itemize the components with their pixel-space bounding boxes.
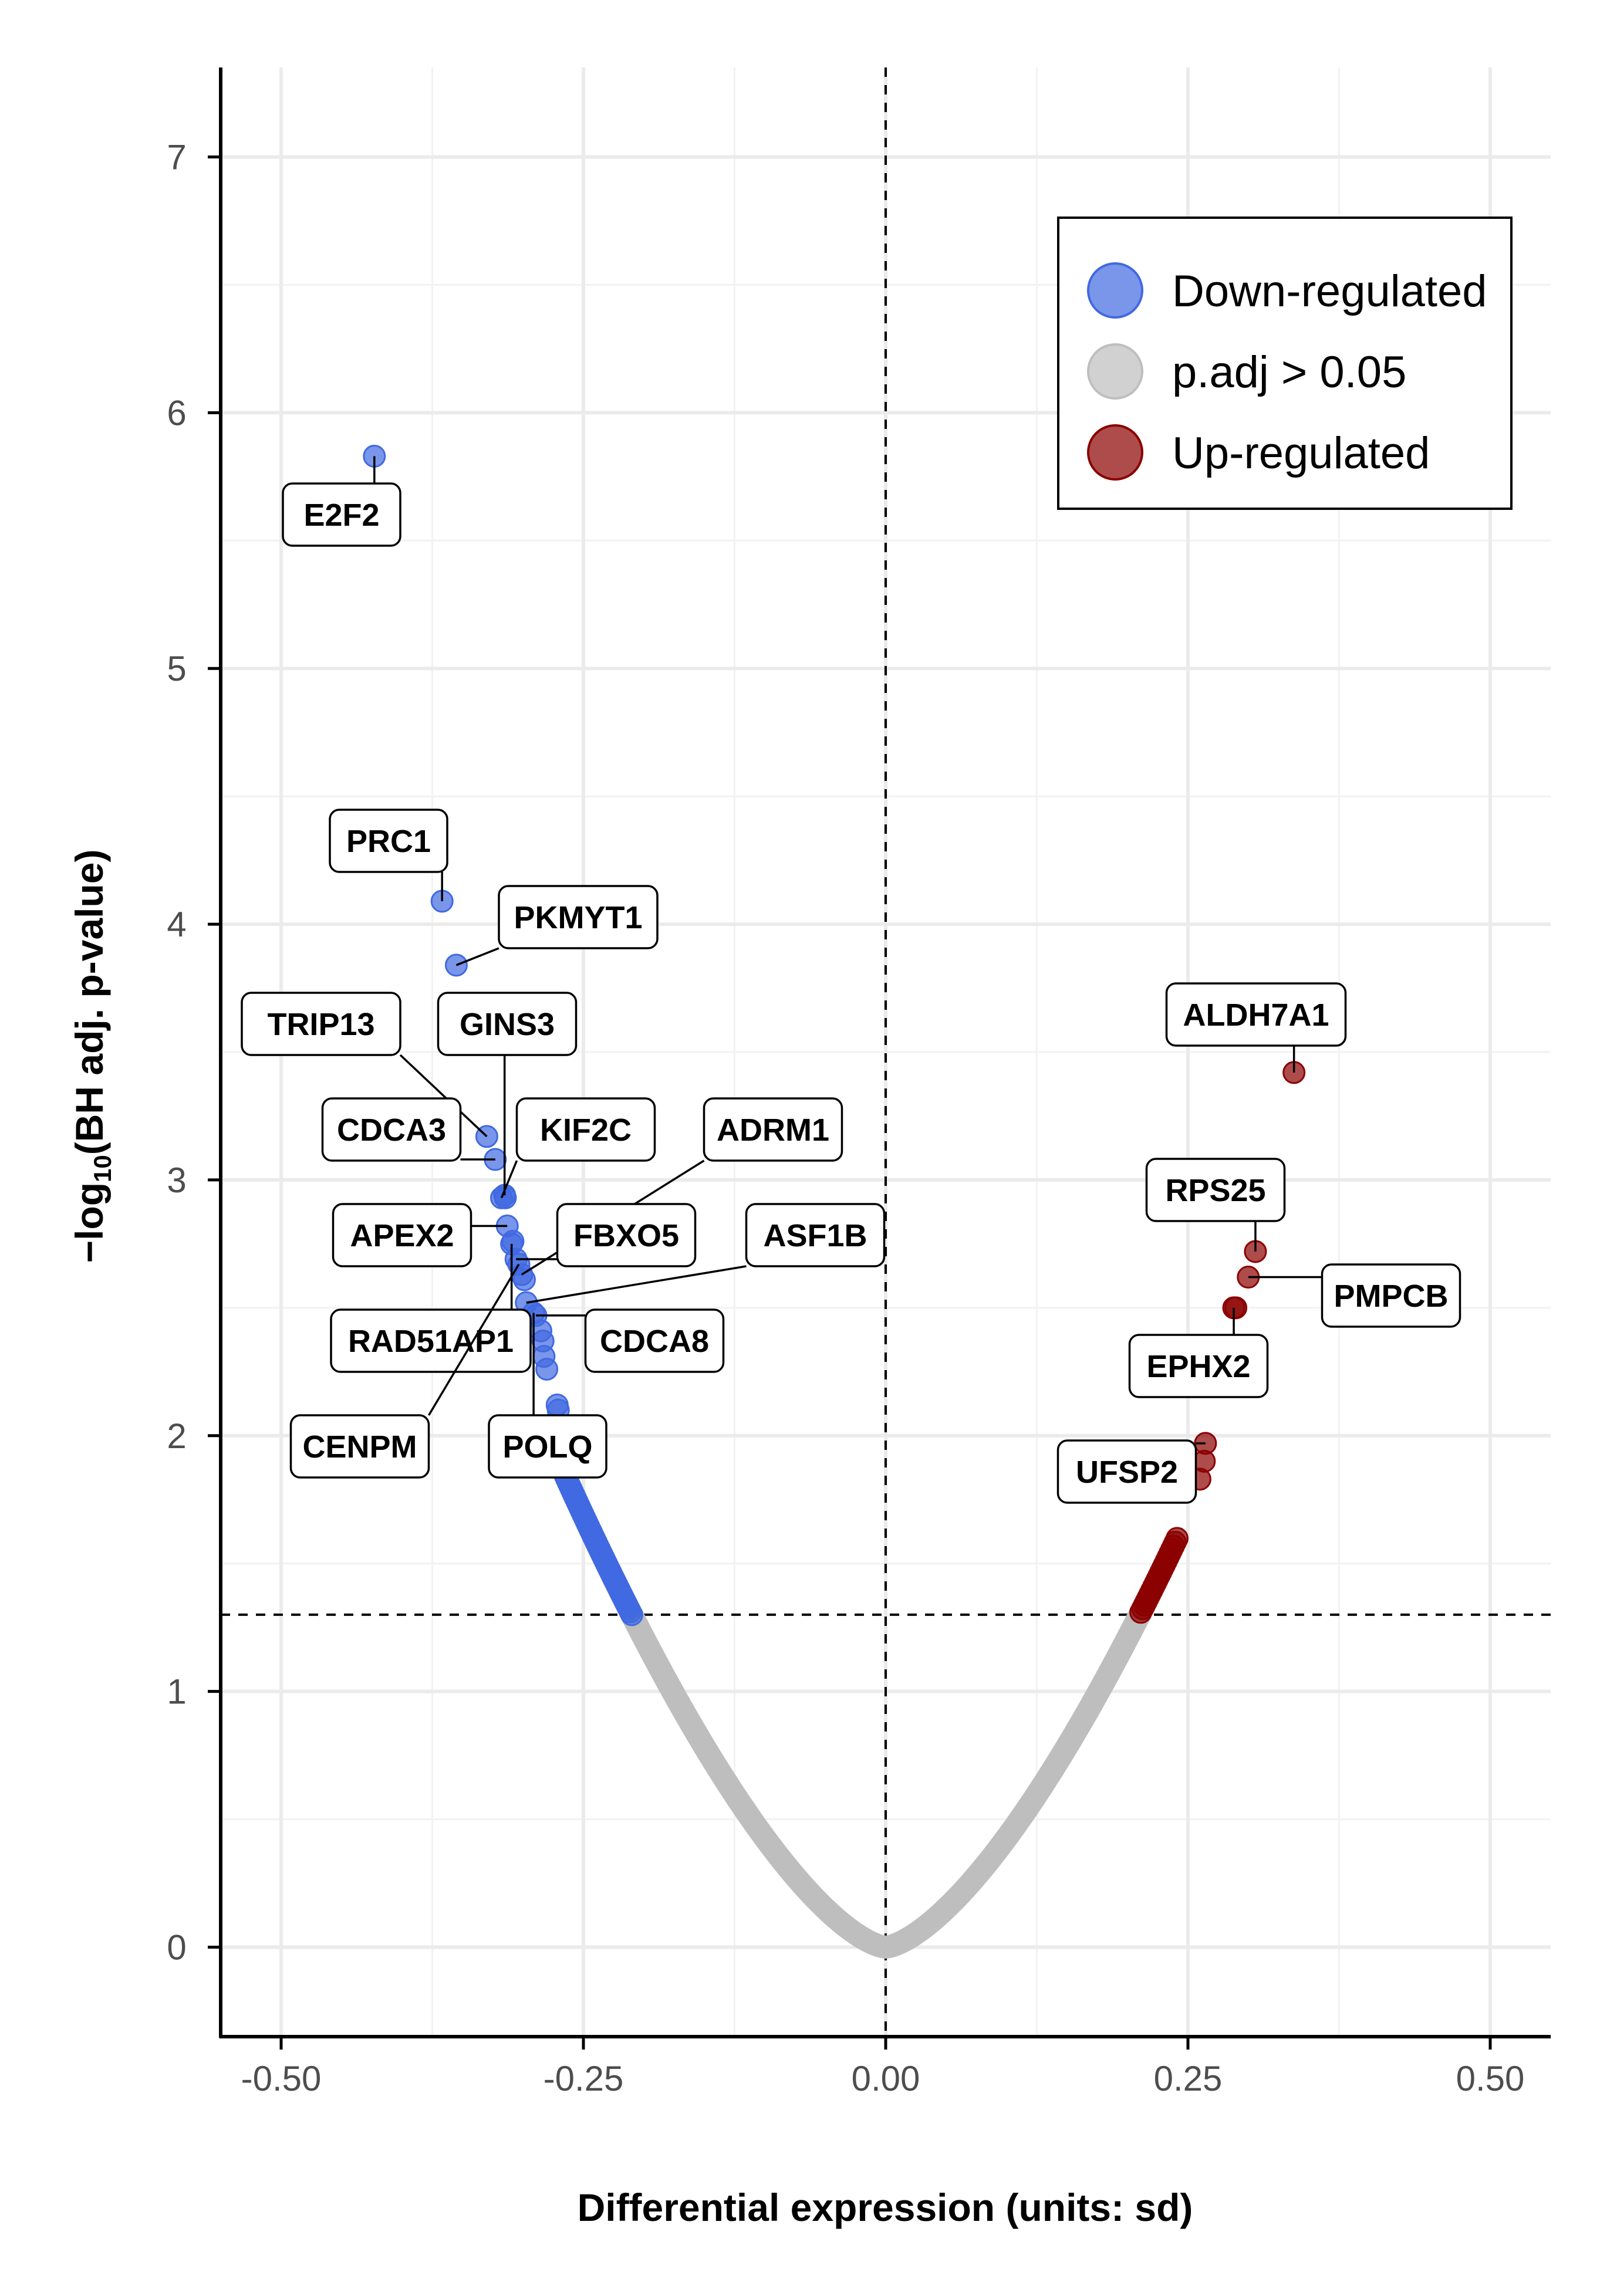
gene-name: CENPM	[302, 1429, 417, 1465]
legend-label-ns: p.adj > 0.05	[1172, 347, 1406, 397]
y-tick-label: 1	[167, 1672, 186, 1712]
legend: Down-regulated p.adj > 0.05 Up-regulated	[1057, 217, 1513, 510]
label-box	[488, 1414, 607, 1479]
gene-label-trip13: TRIP13	[241, 992, 488, 1138]
threshold-lines	[221, 67, 1551, 2037]
point-down-regulated	[535, 1357, 559, 1381]
gene-label-adrm1: ADRM1	[521, 1097, 843, 1276]
y-tick-label: 5	[167, 649, 186, 688]
gene-name: CDCA3	[337, 1113, 446, 1148]
label-box	[498, 885, 659, 949]
gene-name: APEX2	[350, 1218, 454, 1253]
gene-name: UFSP2	[1076, 1455, 1178, 1490]
gene-label-rps25: RPS25	[1145, 1158, 1286, 1252]
gene-name: ADRM1	[717, 1113, 829, 1148]
gene-label-cdca8: CDCA8	[536, 1308, 725, 1373]
point-up-regulated	[1165, 1527, 1189, 1550]
label-box	[437, 992, 578, 1056]
leader-line	[399, 1054, 488, 1138]
gene-label-pkmyt1: PKMYT1	[455, 885, 659, 966]
leader-line	[500, 1160, 518, 1199]
y-tick-label: 2	[167, 1416, 186, 1456]
legend-label-up: Up-regulated	[1172, 428, 1430, 478]
gene-name: PKMYT1	[514, 900, 642, 935]
gene-name: CDCA8	[600, 1324, 709, 1359]
x-tick-label: 0.00	[852, 2059, 920, 2098]
label-box	[329, 809, 448, 873]
gene-name: E2F2	[303, 498, 379, 533]
gene-name: ALDH7A1	[1183, 997, 1329, 1033]
gene-label-pmpcb: PMPCB	[1248, 1263, 1461, 1328]
legend-marker-down	[1087, 262, 1143, 319]
gene-label-ufsp2: UFSP2	[1056, 1439, 1206, 1504]
leader-line	[427, 1263, 520, 1416]
gene-name: PRC1	[346, 824, 431, 859]
gene-label-rad51ap1: RAD51AP1	[330, 1243, 532, 1373]
label-box	[1165, 982, 1347, 1047]
gene-label-cenpm: CENPM	[289, 1263, 520, 1479]
label-box	[515, 1097, 656, 1162]
leader-line	[526, 1265, 747, 1304]
y-axis-title-prefix: −log	[67, 1182, 111, 1263]
gene-label-aldh7a1: ALDH7A1	[1165, 982, 1347, 1073]
gene-label-polq: POLQ	[488, 1313, 607, 1479]
label-box	[584, 1308, 725, 1373]
gene-label-fbxo5: FBXO5	[516, 1203, 697, 1267]
y-tick-label: 3	[167, 1161, 186, 1200]
gene-name: ASF1B	[763, 1218, 867, 1253]
y-axis-title: −log10(BH adj. p-value)	[67, 850, 116, 1263]
gene-label-kif2c: KIF2C	[500, 1097, 656, 1199]
label-box	[1145, 1158, 1286, 1222]
label-box	[556, 1203, 697, 1267]
gene-label-prc1: PRC1	[329, 809, 448, 901]
data-points	[363, 444, 1306, 1959]
y-tick-label: 0	[167, 1928, 186, 1967]
x-tick-label: 0.50	[1456, 2059, 1525, 2098]
gene-name: FBXO5	[573, 1218, 679, 1253]
x-tick-label: -0.25	[543, 2059, 624, 2098]
y-tick-label: 4	[167, 905, 186, 944]
gene-name: RPS25	[1165, 1173, 1265, 1208]
legend-marker-up	[1087, 424, 1143, 481]
label-box	[1056, 1439, 1197, 1504]
y-axis-title-subscript: 10	[89, 1155, 116, 1182]
gene-name: POLQ	[502, 1429, 592, 1465]
label-box	[241, 992, 401, 1056]
label-box	[745, 1203, 886, 1267]
gene-name: RAD51AP1	[348, 1324, 514, 1359]
gene-label-e2f2: E2F2	[282, 456, 401, 547]
gene-name: EPHX2	[1146, 1349, 1250, 1384]
y-axis-title-suffix: (BH adj. p-value)	[67, 850, 111, 1155]
gene-name: PMPCB	[1334, 1279, 1448, 1314]
gene-label-asf1b: ASF1B	[526, 1203, 886, 1304]
label-box	[321, 1097, 462, 1162]
label-box	[330, 1308, 532, 1373]
gene-label-apex2: APEX2	[332, 1203, 508, 1267]
gene-label-ephx2: EPHX2	[1128, 1307, 1269, 1398]
x-tick-label: 0.25	[1154, 2059, 1223, 2098]
gene-labels: E2F2 PRC1 PKMYT1 TRIP13 GINS3 CDCA3 KIF2C ADRM1…	[241, 456, 1461, 1504]
leader-line	[455, 947, 499, 966]
x-tick-label: -0.50	[241, 2059, 322, 2098]
label-box	[1128, 1334, 1269, 1398]
gene-name: KIF2C	[540, 1113, 632, 1148]
gene-label-cdca3: CDCA3	[321, 1097, 495, 1162]
label-box	[1321, 1263, 1461, 1328]
label-box	[289, 1414, 430, 1479]
legend-marker-ns	[1087, 343, 1143, 400]
gene-name: GINS3	[460, 1007, 555, 1042]
x-axis-title: Differential expression (units: sd)	[578, 2186, 1193, 2229]
label-box	[332, 1203, 472, 1267]
gene-label-gins3: GINS3	[437, 992, 578, 1196]
legend-label-down: Down-regulated	[1172, 266, 1487, 316]
gene-name: TRIP13	[267, 1007, 374, 1042]
label-box	[703, 1097, 843, 1162]
y-tick-label: 6	[167, 393, 186, 432]
axes: -0.50 -0.25 0.00 0.25 0.50 0 1 2 3 4 5 6 7	[167, 67, 1551, 2098]
label-box	[282, 482, 401, 547]
y-tick-label: 7	[167, 138, 186, 177]
